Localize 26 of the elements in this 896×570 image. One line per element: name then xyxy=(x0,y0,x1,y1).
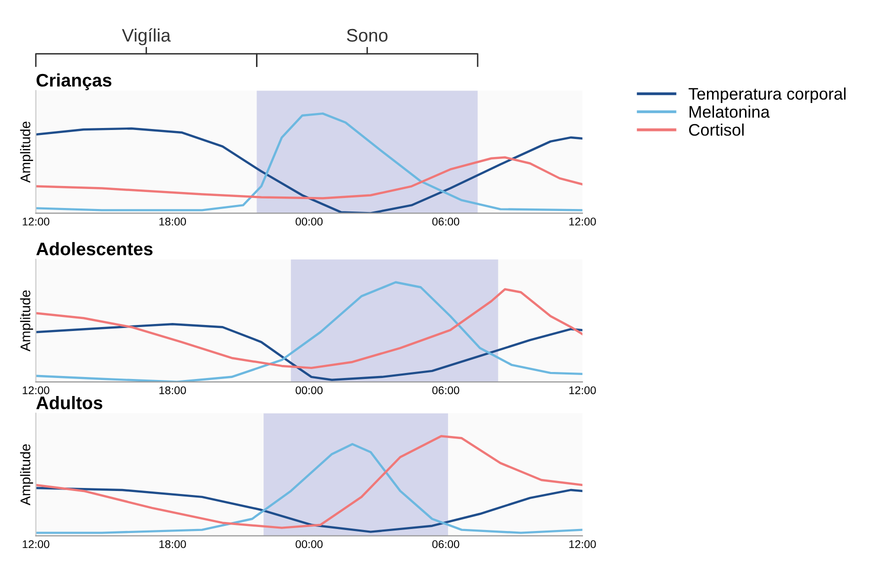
x-tick-label: 18:00 xyxy=(159,218,186,226)
text: Vigília xyxy=(122,28,171,46)
x-tick-label: 12:00 xyxy=(569,540,596,548)
y-axis-title: Amplitude xyxy=(20,444,34,506)
x-tick-label: 12:00 xyxy=(22,386,50,394)
y-axis-title: Amplitude xyxy=(20,290,34,352)
x-tick-label: 06:00 xyxy=(432,540,460,548)
x-tick-label: 12:00 xyxy=(569,218,596,226)
x-tick-label: 12:00 xyxy=(22,218,50,226)
x-tick-label: 00:00 xyxy=(296,540,323,548)
chart-title: Adolescentes xyxy=(36,242,153,256)
chart-title: Adultos xyxy=(36,396,102,410)
x-tick-label: 06:00 xyxy=(432,386,460,394)
legend-label: Temperatura corporal xyxy=(688,87,846,104)
text: Sono xyxy=(346,28,388,42)
y-axis-title: Amplitude xyxy=(20,122,34,183)
x-tick-label: 18:00 xyxy=(159,386,186,394)
chart-title: Crianças xyxy=(36,73,112,90)
legend-label: Melatonina xyxy=(690,106,770,118)
x-tick-label: 12:00 xyxy=(569,386,596,394)
x-tick-label: 00:00 xyxy=(296,218,323,226)
x-tick-label: 06:00 xyxy=(432,218,460,226)
x-tick-label: 12:00 xyxy=(22,540,50,548)
x-tick-label: 18:00 xyxy=(159,540,186,548)
legend-label: Cortisol xyxy=(689,124,744,136)
x-tick-label: 00:00 xyxy=(296,386,323,394)
